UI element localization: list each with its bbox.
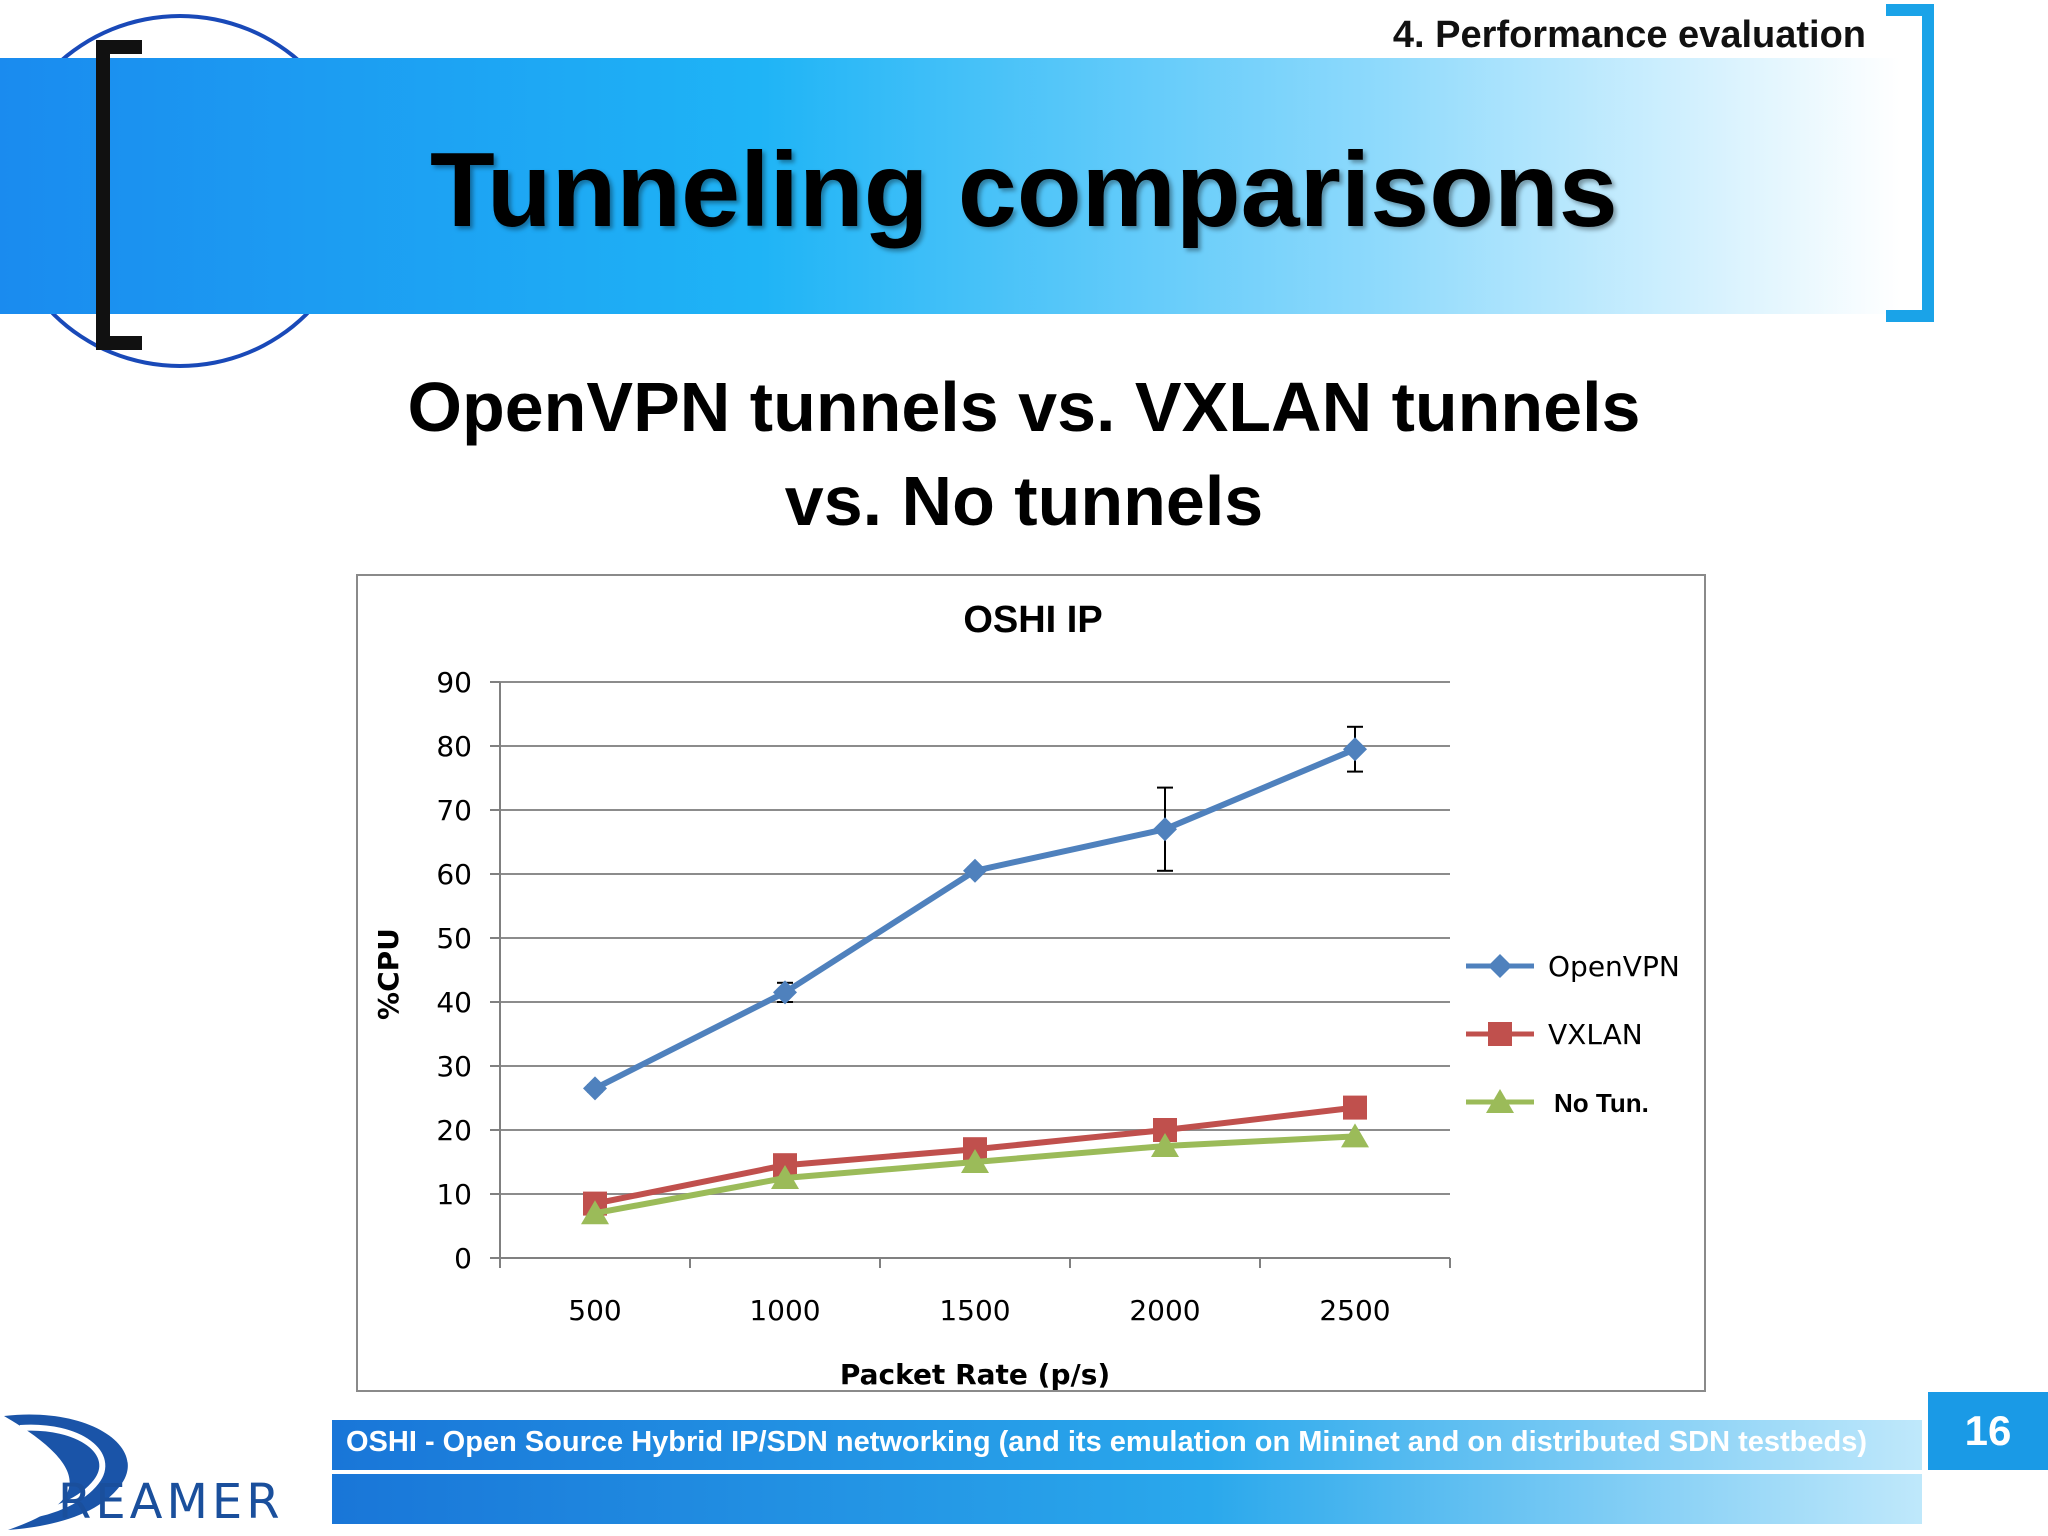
data-point-vxlan — [1343, 1095, 1367, 1120]
line-chart: OSHI IP Packet Rate (p/s) %CPU 0 10 20 30 40… — [372, 599, 1680, 1391]
x-tick-label: 2500 — [1319, 1294, 1390, 1327]
data-point-openvpn — [963, 858, 987, 883]
footer-text: OSHI - Open Source Hybrid IP/SDN network… — [346, 1426, 1867, 1458]
y-tick-label: 50 — [436, 922, 472, 955]
chart-title: OSHI IP — [963, 599, 1102, 641]
data-point-no-tun — [1341, 1123, 1369, 1148]
title-band — [0, 58, 1900, 314]
legend-label-no-tun: No Tun. — [1554, 1088, 1649, 1118]
data-point-no-tun — [961, 1149, 989, 1173]
x-tick-label: 500 — [568, 1294, 621, 1327]
data-point-openvpn — [773, 980, 797, 1005]
slide-title: Tunneling comparisons — [430, 131, 1618, 249]
x-axis-label: Packet Rate (p/s) — [840, 1358, 1110, 1391]
y-tick-label: 10 — [436, 1178, 472, 1211]
legend-label-openvpn: OpenVPN — [1548, 950, 1680, 983]
logo-text: REAMER — [58, 1474, 284, 1530]
subtitle-line-1: OpenVPN tunnels vs. VXLAN tunnels — [407, 368, 1641, 446]
data-point-openvpn — [1343, 737, 1367, 762]
y-tick-label: 40 — [436, 986, 472, 1019]
legend-marker-vxlan — [1488, 1022, 1512, 1046]
y-tick-label: 20 — [436, 1114, 472, 1147]
chart-frame: OSHI IP Packet Rate (p/s) %CPU 0 10 20 30 40… — [356, 574, 1706, 1392]
data-point-openvpn — [1153, 817, 1177, 842]
footer-bar-lower — [332, 1474, 1922, 1524]
page-number: 16 — [1928, 1392, 2048, 1470]
left-bracket-decoration — [96, 40, 142, 350]
y-tick-label: 70 — [436, 794, 472, 827]
legend-label-vxlan: VXLAN — [1548, 1018, 1643, 1051]
footer-bar — [332, 1420, 1922, 1470]
right-bracket-decoration — [1886, 4, 1934, 322]
series-line-openvpn — [593, 746, 1357, 1092]
legend-marker-no-tun — [1486, 1089, 1514, 1113]
dreamer-logo: REAMER — [4, 1414, 284, 1530]
subtitle-line-2: vs. No tunnels — [784, 462, 1264, 540]
x-tick-label: 1500 — [939, 1294, 1010, 1327]
data-point-no-tun — [771, 1165, 799, 1189]
y-tick-label: 80 — [436, 730, 472, 763]
y-axis-label: %CPU — [372, 928, 405, 1020]
y-tick-label: 0 — [454, 1242, 472, 1275]
section-label: 4. Performance evaluation — [1392, 14, 1866, 56]
data-point-no-tun — [1151, 1133, 1179, 1157]
legend-marker-openvpn — [1488, 954, 1512, 978]
x-tick-label: 1000 — [749, 1294, 820, 1327]
y-tick-label: 90 — [436, 666, 472, 699]
x-tick-label: 2000 — [1129, 1294, 1200, 1327]
y-tick-label: 60 — [436, 858, 472, 891]
y-tick-label: 30 — [436, 1050, 472, 1083]
data-point-openvpn — [583, 1076, 607, 1101]
data-point-no-tun — [581, 1200, 609, 1225]
slide-subtitle: OpenVPN tunnels vs. VXLAN tunnels vs. No… — [0, 360, 2048, 548]
